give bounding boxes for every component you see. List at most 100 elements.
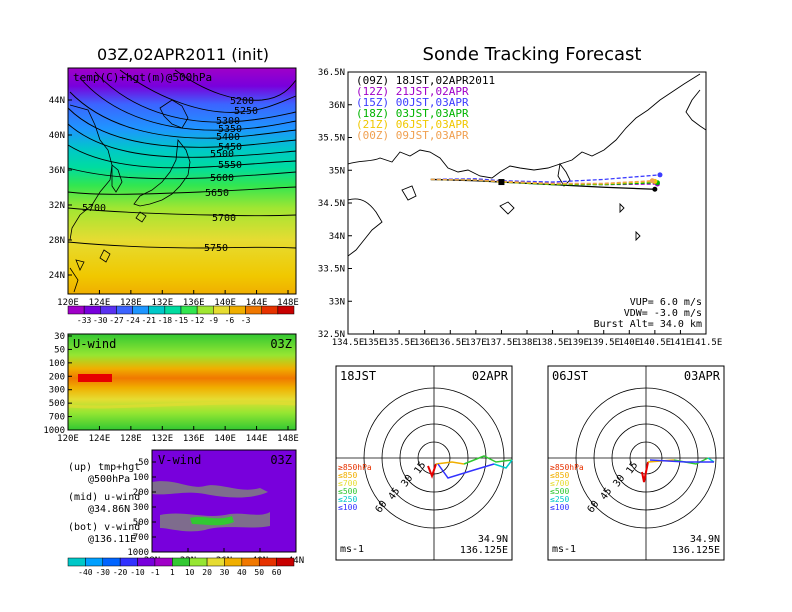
track-legend: (09Z) 18JST,02APR2011(12Z) 21JST,02APR(1…	[356, 74, 495, 142]
wind-colorbar-label: -30	[96, 568, 111, 577]
legend-line-b: @136.11E	[88, 534, 136, 545]
contour-label: 5300	[216, 116, 240, 127]
track-lon-tick: 135E	[363, 338, 385, 348]
u-pressure-tick: 300	[49, 386, 65, 396]
map-lon-tick: 128E	[120, 298, 142, 308]
temp-colorbar-label: -27	[109, 316, 124, 325]
track-map-panel: 36.5N 36N 35.5N 35N 34.5N 34N 33.5N 33N 32.5N 13…	[318, 68, 722, 348]
track-midpoint-marker	[498, 179, 505, 186]
wind-colorbar-label: 10	[185, 568, 195, 577]
panel-legend: (up) tmp+hgt @500hPa (mid) u-wind @34.86…	[68, 462, 140, 545]
v-wind-time: 03Z	[270, 453, 292, 467]
track-lat-tick: 33.5N	[318, 265, 345, 275]
v-pressure-tick: 1000	[127, 548, 149, 558]
track-lon-tick: 140E	[618, 338, 640, 348]
u-lon-tick: 148E	[277, 434, 299, 444]
map-lat-tick: 24N	[49, 271, 65, 281]
track-legend-entry: (21Z) 06JST,03APR	[356, 118, 469, 131]
track-lat-ticks: 36.5N 36N 35.5N 35N 34.5N 34N 33.5N 33N 32.5N	[318, 68, 352, 340]
wind-colorbar-swatch	[172, 557, 190, 567]
track-lat-tick: 32.5N	[318, 330, 345, 340]
map-lat-tick: 44N	[49, 96, 65, 106]
temp-shading	[68, 68, 296, 294]
track-lon-tick: 139.5E	[587, 338, 620, 348]
temp-colorbar-label: -6	[225, 316, 235, 325]
hodograph-trace	[437, 463, 495, 479]
v-wind-pressure-ticks: 50 100 200 300 500 700 1000	[127, 458, 156, 558]
temperature-colorbar: -33 -30 -27 -24 -21 -18 -15 -12 -9 -6 -3	[67, 305, 295, 325]
v-pressure-tick: 700	[133, 533, 149, 543]
contour-label: 5450	[218, 142, 242, 153]
wind-colorbar-swatch	[189, 557, 208, 567]
track-coastlines	[348, 73, 706, 257]
track-lon-tick: 134.5E	[332, 338, 365, 348]
v-pressure-tick: 50	[138, 458, 149, 468]
temp-colorbar-swatch	[132, 305, 149, 315]
track-params: VUP= 6.0 m/s VDW= -3.0 m/s Burst Alt= 34…	[594, 297, 702, 330]
coastlines	[69, 99, 191, 293]
hodograph-trace	[649, 459, 714, 463]
hodograph-unit: ms-1	[340, 544, 364, 555]
u-lon-tick: 120E	[57, 434, 79, 444]
legend-line-a: (bot) v-wind	[68, 522, 140, 533]
wind-colorbar-label: 20	[202, 568, 212, 577]
track-lat-tick: 34N	[329, 232, 345, 242]
v-pressure-tick: 500	[133, 518, 149, 528]
geopotential-contours	[67, 69, 297, 249]
wind-colorbar-label: 60	[272, 568, 282, 577]
temp-colorbar-label: -21	[141, 316, 156, 325]
map-lat-tick: 28N	[49, 236, 65, 246]
wind-colorbar-swatch	[224, 557, 243, 567]
v-pressure-tick: 200	[133, 488, 149, 498]
hodograph-level-label: ≤700	[550, 479, 569, 488]
contour-label: 5750	[204, 243, 228, 254]
u-wind-frame	[67, 333, 297, 431]
hodograph-trace	[463, 455, 513, 465]
u-pressure-tick: 700	[49, 413, 65, 423]
track-line	[430, 178, 653, 185]
hodograph-time: 06JST	[552, 369, 588, 383]
wind-colorbar-swatch	[137, 557, 156, 567]
u-lon-tick: 124E	[89, 434, 111, 444]
contour-label: 5550	[218, 160, 242, 171]
contour-label: 5250	[234, 106, 258, 117]
track-lon-tick: 139E	[567, 338, 589, 348]
contour-label: 5700	[212, 213, 236, 224]
wind-colorbar-label: 50	[254, 568, 264, 577]
track-legend-entry: (12Z) 21JST,02APR	[356, 85, 469, 98]
map-500hpa-frame	[67, 67, 297, 295]
hodograph-level-label: ≤850	[338, 471, 357, 480]
wind-colorbar-swatch	[241, 557, 260, 567]
u-pressure-tick: 100	[49, 359, 65, 369]
temp-colorbar-swatch	[67, 305, 85, 315]
track-line	[430, 174, 661, 183]
track-legend-entry: (00Z) 09JST,03APR	[356, 129, 469, 142]
u-pressure-tick: 200	[49, 372, 65, 382]
legend-line-b: @500hPa	[88, 474, 130, 485]
hodograph-trace	[435, 461, 465, 465]
temp-colorbar-swatch	[116, 305, 133, 315]
hodograph-level-label: ≤500	[338, 487, 357, 496]
wind-colorbar-label: 30	[220, 568, 230, 577]
left-title: 03Z,02APR2011 (init)	[97, 45, 269, 64]
u-pressure-tick: 1000	[43, 426, 65, 436]
map-500hpa-label: temp(C)+hgt(m)@500hPa	[73, 71, 212, 84]
temp-colorbar-swatch	[164, 305, 182, 315]
contour-label: 5600	[210, 173, 234, 184]
u-pressure-tick: 30	[54, 332, 65, 342]
hodograph-level-label: ≤100	[338, 503, 357, 512]
track-lon-tick: 138.5E	[536, 338, 569, 348]
temp-colorbar-swatch	[100, 305, 117, 315]
temp-colorbar-label: -9	[208, 316, 218, 325]
u-lon-tick: 144E	[246, 434, 268, 444]
u-pressure-tick: 500	[49, 399, 65, 409]
track-lat-tick: 35.5N	[318, 134, 345, 144]
track-map-background	[348, 72, 706, 334]
wind-colorbar-swatch	[276, 557, 295, 567]
v-wind-shading	[152, 450, 296, 552]
track-lon-tick: 135.5E	[383, 338, 416, 348]
track-lat-tick: 36.5N	[318, 68, 345, 78]
